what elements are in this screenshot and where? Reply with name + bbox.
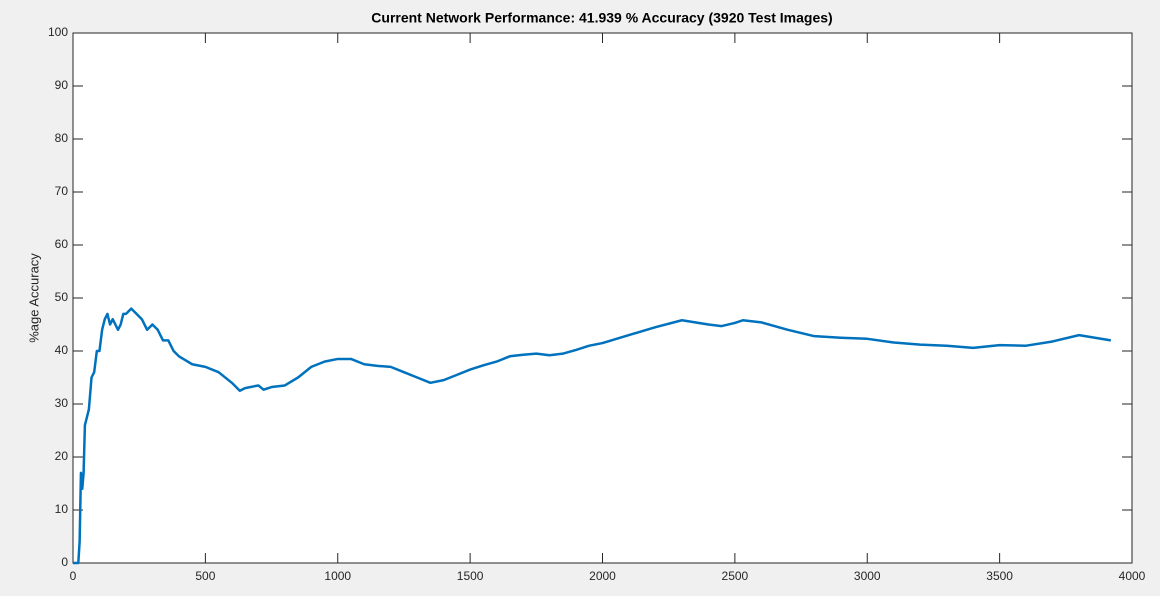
x-tick-label: 2500 — [722, 569, 749, 583]
y-tick-label: 40 — [55, 343, 69, 357]
x-tick-label: 2000 — [589, 569, 616, 583]
x-tick-label: 3000 — [854, 569, 881, 583]
y-tick-label: 90 — [55, 78, 69, 92]
x-tick-label: 1000 — [324, 569, 351, 583]
y-tick-label: 70 — [55, 184, 69, 198]
x-tick-label: 4000 — [1119, 569, 1146, 583]
y-tick-label: 50 — [55, 290, 69, 304]
y-tick-label: 80 — [55, 131, 69, 145]
y-tick-label: 0 — [61, 555, 68, 569]
x-tick-label: 0 — [70, 569, 77, 583]
data-line — [73, 307, 1112, 565]
y-tick-label: 20 — [55, 449, 69, 463]
y-tick-label: 10 — [55, 502, 69, 516]
plot-area — [72, 32, 1133, 564]
chart-title: Current Network Performance: 41.939 % Ac… — [371, 10, 832, 26]
y-tick-label: 30 — [55, 396, 69, 410]
y-tick-label: 100 — [48, 25, 68, 39]
y-tick-label: 60 — [55, 237, 69, 251]
x-tick-label: 3500 — [986, 569, 1013, 583]
x-tick-label: 500 — [195, 569, 215, 583]
y-axis-label: %age Accuracy — [26, 253, 41, 343]
x-tick-label: 1500 — [457, 569, 484, 583]
